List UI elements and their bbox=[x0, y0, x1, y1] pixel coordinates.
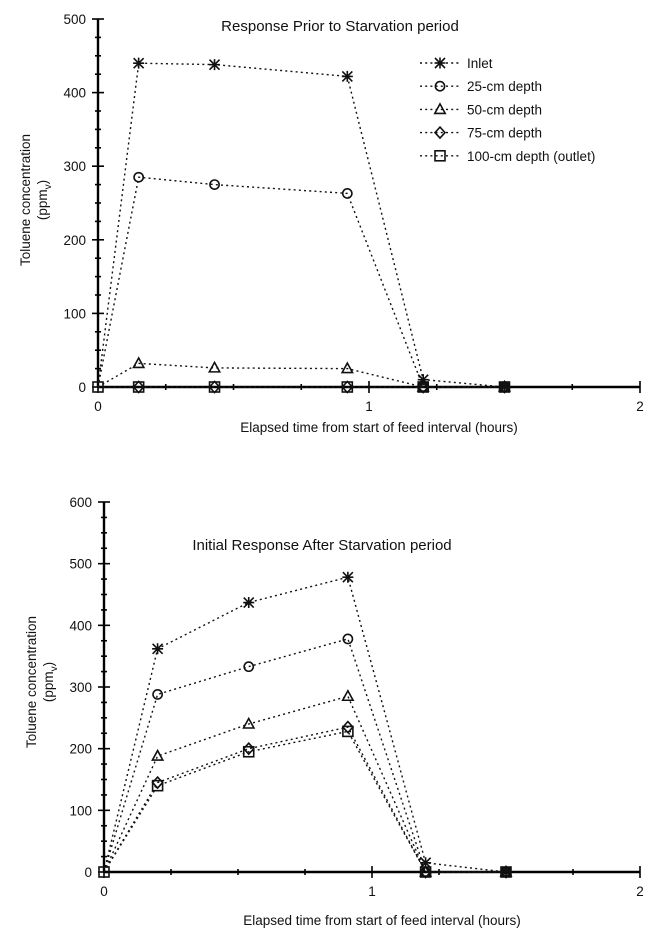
data-point-100-cm-depth-outlet bbox=[419, 866, 432, 878]
y-tick-label: 300 bbox=[69, 680, 92, 695]
legend-marker-50-cm-depth bbox=[433, 102, 447, 115]
data-point-25-cm-depth bbox=[152, 689, 163, 700]
data-point-25-cm-depth bbox=[341, 188, 353, 199]
legend-entry-inlet: Inlet bbox=[420, 56, 493, 71]
data-point-100-cm-depth-outlet bbox=[342, 725, 354, 738]
data-point-100-cm-depth-outlet bbox=[417, 381, 430, 393]
series-line-75-cm-depth bbox=[103, 726, 506, 873]
data-point-25-cm-depth bbox=[243, 661, 255, 673]
legend-marker-25-cm-depth bbox=[434, 80, 446, 92]
y-tick-label: 0 bbox=[78, 380, 86, 395]
data-point-50-cm-depth bbox=[207, 360, 222, 373]
data-point-inlet bbox=[341, 70, 353, 82]
legend-entry-50-cm-depth: 50-cm depth bbox=[420, 102, 542, 117]
y-tick-label: 300 bbox=[63, 159, 86, 174]
data-point-25-cm-depth bbox=[342, 633, 354, 645]
data-point-50-cm-depth bbox=[132, 356, 146, 369]
legend-entry-25-cm-depth: 25-cm depth bbox=[420, 79, 542, 94]
y-tick-label: 500 bbox=[63, 12, 86, 27]
y-tick-label: 100 bbox=[63, 306, 86, 321]
data-point-100-cm-depth-outlet bbox=[341, 381, 354, 393]
y-tick-label: 400 bbox=[63, 86, 86, 101]
data-point-25-cm-depth bbox=[209, 179, 220, 190]
legend-label: 75-cm depth bbox=[467, 126, 542, 141]
x-tick-label: 2 bbox=[636, 884, 644, 899]
legend-label: 50-cm depth bbox=[467, 102, 542, 117]
x-axis-label: Elapsed time from start of feed interval… bbox=[243, 913, 521, 928]
legend-label: 25-cm depth bbox=[467, 79, 542, 94]
data-point-50-cm-depth bbox=[340, 361, 354, 374]
data-point-50-cm-depth bbox=[497, 379, 512, 392]
data-point-inlet bbox=[420, 857, 432, 869]
legend-entry-100-cm-depth-outlet: 100-cm depth (outlet) bbox=[420, 149, 595, 164]
y-axis-label: Toluene concentration (ppmv) bbox=[18, 134, 54, 266]
y-tick-label: 100 bbox=[69, 803, 92, 818]
legend-entry-75-cm-depth: 75-cm depth bbox=[420, 126, 542, 141]
legend-marker-100-cm-depth-outlet bbox=[434, 150, 446, 162]
series-line-25-cm-depth bbox=[97, 176, 505, 388]
data-point-50-cm-depth bbox=[151, 748, 165, 761]
chart-after-starvation: 0 100 200 300 400 500 600 0 1 2 Initial Response A… bbox=[24, 495, 644, 928]
data-point-inlet bbox=[498, 381, 511, 393]
chart-prior-to-starvation: 0 100 200 300 400 500 0 1 2 Response Prior to Sta… bbox=[18, 12, 644, 435]
legend-label: Inlet bbox=[467, 56, 493, 71]
data-point-inlet bbox=[500, 866, 512, 878]
y-tick-label: 400 bbox=[69, 618, 92, 633]
data-point-inlet bbox=[342, 571, 354, 583]
data-point-inlet bbox=[417, 374, 429, 386]
y-axis-label: Toluene concentration (ppmv) bbox=[24, 616, 60, 748]
y-tick-label: 200 bbox=[69, 742, 92, 757]
legend-marker-inlet bbox=[434, 57, 446, 69]
series-line-inlet bbox=[103, 576, 507, 873]
data-point-origin bbox=[92, 381, 104, 393]
legend-marker-75-cm-depth bbox=[433, 125, 447, 140]
y-tick-label: 600 bbox=[69, 495, 92, 510]
data-point-origin bbox=[98, 866, 110, 878]
data-point-50-cm-depth bbox=[242, 716, 256, 729]
data-point-50-cm-depth bbox=[499, 864, 513, 877]
data-point-25-cm-depth bbox=[133, 171, 145, 183]
series-line-100-cm-depth-outlet bbox=[103, 730, 506, 873]
x-axis-label: Elapsed time from start of feed interval… bbox=[240, 420, 518, 435]
data-point-inlet bbox=[243, 596, 255, 609]
data-point-100-cm-depth-outlet bbox=[132, 381, 145, 393]
data-point-100-cm-depth-outlet bbox=[242, 745, 255, 758]
data-point-inlet bbox=[133, 57, 145, 69]
data-point-50-cm-depth bbox=[341, 689, 355, 702]
data-point-inlet bbox=[152, 643, 164, 655]
x-tick-label: 2 bbox=[636, 399, 644, 414]
data-point-75-cm-depth bbox=[341, 720, 354, 734]
data-point-100-cm-depth-outlet bbox=[151, 779, 164, 792]
y-tick-label: 500 bbox=[69, 557, 92, 572]
x-tick-label: 1 bbox=[368, 884, 376, 899]
legend-label: 100-cm depth (outlet) bbox=[467, 149, 595, 164]
data-point-inlet bbox=[208, 59, 221, 71]
data-point-50-cm-depth bbox=[419, 864, 433, 877]
chart-title: Initial Response After Starvation period bbox=[192, 537, 451, 554]
x-tick-label: 0 bbox=[94, 399, 102, 414]
series-line-inlet bbox=[97, 62, 505, 388]
x-tick-label: 0 bbox=[100, 884, 108, 899]
series-line-50-cm-depth bbox=[97, 362, 505, 388]
x-tick-label: 1 bbox=[365, 399, 373, 414]
series-line-50-cm-depth bbox=[103, 695, 506, 873]
y-tick-label: 200 bbox=[63, 233, 86, 248]
y-tick-label: 0 bbox=[84, 865, 92, 880]
series-line-25-cm-depth bbox=[103, 638, 506, 873]
data-point-100-cm-depth-outlet bbox=[498, 381, 511, 393]
data-point-100-cm-depth-outlet bbox=[208, 381, 221, 393]
data-point-100-cm-depth-outlet bbox=[500, 866, 512, 878]
chart-title: Response Prior to Starvation period bbox=[221, 18, 459, 35]
data-point-50-cm-depth bbox=[416, 379, 430, 392]
